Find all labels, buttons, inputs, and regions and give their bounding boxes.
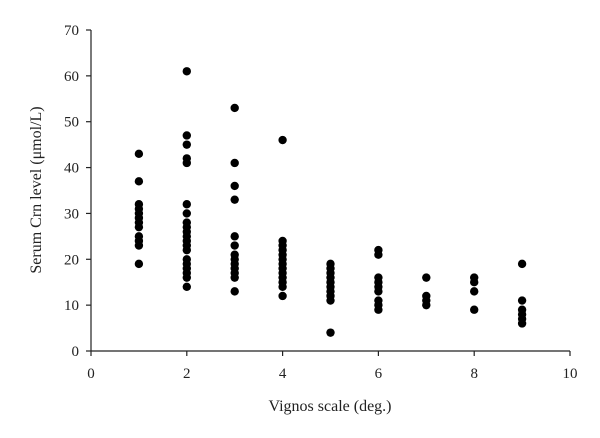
y-axis-title: Serum Crn level (μmol/L) xyxy=(28,106,45,273)
data-point xyxy=(134,241,144,250)
data-point xyxy=(374,250,383,259)
y-tick-label: 30 xyxy=(64,206,79,222)
x-axis-title: Vignos scale (deg.) xyxy=(269,398,392,415)
data-point xyxy=(182,273,191,282)
data-point xyxy=(182,131,191,140)
data-point xyxy=(278,282,287,291)
axes xyxy=(90,30,570,352)
data-point xyxy=(326,328,335,337)
data-point xyxy=(182,140,191,149)
data-point xyxy=(422,273,431,282)
x-tick-label: 10 xyxy=(563,366,578,382)
y-tick-label: 50 xyxy=(64,115,79,131)
data-point xyxy=(278,135,287,145)
y-tick-label: 0 xyxy=(72,344,80,360)
data-point xyxy=(230,181,239,191)
y-tick-label: 70 xyxy=(64,23,79,39)
data-point xyxy=(134,222,144,232)
y-tick-label: 20 xyxy=(64,252,79,268)
x-tick-label: 8 xyxy=(470,366,478,382)
data-point xyxy=(134,259,144,269)
data-point xyxy=(517,296,527,305)
data-point xyxy=(134,149,144,159)
data-point xyxy=(374,287,383,296)
y-tick-label: 40 xyxy=(64,161,79,177)
data-point xyxy=(326,296,335,305)
data-point xyxy=(182,158,191,168)
x-tick-label: 2 xyxy=(183,366,191,382)
x-tick-label: 6 xyxy=(375,366,383,382)
y-ticks: 0 10 20 30 40 50 60 70 xyxy=(64,23,91,360)
y-tick-label: 10 xyxy=(64,298,79,314)
data-point xyxy=(230,273,239,282)
x-ticks: 0 2 4 6 8 10 xyxy=(87,351,578,382)
data-point xyxy=(374,305,383,314)
data-point xyxy=(182,282,191,291)
data-point xyxy=(230,158,239,168)
data-point xyxy=(517,259,527,269)
data-point xyxy=(182,200,191,209)
data-point xyxy=(422,300,431,310)
data-point xyxy=(470,287,479,296)
data-point xyxy=(517,319,527,328)
x-tick-label: 4 xyxy=(279,366,287,382)
data-point xyxy=(470,278,479,287)
data-point xyxy=(230,103,239,113)
data-point xyxy=(182,67,191,76)
data-point xyxy=(470,305,479,314)
data-point xyxy=(134,177,144,186)
data-point xyxy=(278,291,287,301)
y-tick-label: 60 xyxy=(64,69,79,85)
data-point xyxy=(230,195,239,204)
x-tick-label: 0 xyxy=(87,366,95,382)
data-point xyxy=(182,209,191,218)
data-point xyxy=(230,232,239,241)
data-point xyxy=(182,245,191,255)
data-point xyxy=(230,241,239,250)
data-points xyxy=(134,67,527,337)
data-point xyxy=(230,287,239,296)
